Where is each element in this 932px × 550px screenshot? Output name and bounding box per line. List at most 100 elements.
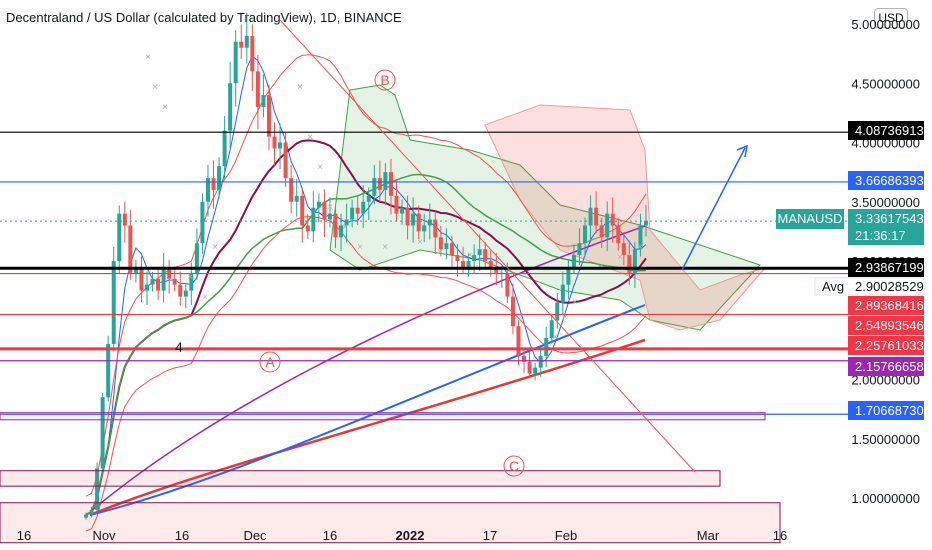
candle-body xyxy=(84,514,88,518)
current-price-tag xyxy=(848,209,924,245)
candle-body xyxy=(449,243,454,256)
price-tag xyxy=(848,171,924,190)
symbol-label: MANAUSD xyxy=(777,211,842,226)
x-tick-label: 16 xyxy=(175,528,189,543)
sar-dot: × xyxy=(552,332,558,343)
candle-body xyxy=(311,207,316,232)
candle-body xyxy=(594,207,599,226)
avg-price-label: 2.90028529 xyxy=(855,279,924,294)
x-tick-label: Nov xyxy=(92,528,116,543)
candle-body xyxy=(194,243,199,273)
candle-body xyxy=(211,178,216,190)
zone-rect xyxy=(0,470,721,487)
price-tag-label: 3.66686393 xyxy=(855,173,924,188)
candle-body xyxy=(250,35,255,72)
price-tag-label: 2.89368416 xyxy=(855,298,924,313)
candle-body xyxy=(583,225,588,244)
candle-body xyxy=(433,219,438,238)
candle-body xyxy=(89,509,94,515)
avg-name: Avg xyxy=(822,279,844,294)
candle-body xyxy=(627,255,632,273)
candle-body xyxy=(483,249,488,261)
candle-body xyxy=(555,302,560,321)
x-tick-label: 2022 xyxy=(396,528,425,543)
bb-upper-line xyxy=(85,54,647,497)
y-tick-label: 1.00000000 xyxy=(851,491,920,506)
ma-slow-line xyxy=(85,173,647,516)
sar-dot: × xyxy=(637,242,643,253)
price-tag-label: 2.15766658 xyxy=(855,359,924,374)
candle-body xyxy=(205,178,210,202)
trendline xyxy=(279,19,696,473)
candle-body xyxy=(488,261,493,267)
candle-body xyxy=(510,296,515,327)
candle-body xyxy=(156,278,161,291)
wave-label-circle xyxy=(259,351,281,373)
candle-body xyxy=(266,95,271,137)
candle-body xyxy=(300,195,305,226)
candle-body xyxy=(289,178,294,202)
candle-body xyxy=(217,166,222,190)
candle-body xyxy=(644,220,648,226)
y-tick-label: 4.50000000 xyxy=(851,76,920,91)
zone-rect xyxy=(0,412,766,421)
candle-body xyxy=(372,178,377,196)
sar-dot: × xyxy=(307,132,313,143)
price-tag-label: 4.08736913 xyxy=(855,123,924,138)
x-tick-label: Mar xyxy=(697,528,720,543)
candle-body xyxy=(522,355,527,362)
candle-body xyxy=(228,83,233,131)
candle-body xyxy=(427,219,432,226)
candle-body xyxy=(117,213,122,261)
candle-body xyxy=(477,249,482,256)
sar-dot: × xyxy=(382,242,388,253)
sar-dot: × xyxy=(162,102,168,113)
sar-dot: × xyxy=(562,312,568,323)
y-tick-label: 3.50000000 xyxy=(851,195,920,210)
candle-body xyxy=(538,355,543,368)
ma-100-line xyxy=(89,225,646,513)
candle-body xyxy=(405,207,410,226)
price-tag xyxy=(848,296,924,315)
candle-body xyxy=(605,213,610,238)
candle-body xyxy=(355,207,360,214)
sar-dot: × xyxy=(342,222,348,233)
candle-body xyxy=(416,213,421,232)
candle-body xyxy=(178,284,183,297)
candle-body xyxy=(438,237,443,250)
candle-body xyxy=(361,201,366,214)
wave-label: B xyxy=(380,72,389,88)
candle-body xyxy=(150,278,155,285)
sar-dot: × xyxy=(327,202,333,213)
candle-body xyxy=(383,172,388,190)
candle-body xyxy=(172,278,177,285)
candle-body xyxy=(505,272,510,297)
candle-body xyxy=(305,225,310,232)
price-tag-label: 2.54893546 xyxy=(855,318,924,333)
avg-tag xyxy=(814,277,925,296)
sar-dot: × xyxy=(437,247,443,258)
candle-body xyxy=(222,130,227,167)
candle-body xyxy=(272,136,277,149)
candle-body xyxy=(366,195,371,202)
sar-dot: × xyxy=(152,82,158,93)
sar-dot: × xyxy=(317,162,323,173)
current-price-label: 3.33617543 xyxy=(855,211,924,226)
candle-body xyxy=(466,261,471,267)
currency-button[interactable]: USD xyxy=(874,8,908,28)
candle-body xyxy=(111,261,116,344)
candle-body xyxy=(461,261,466,267)
candle-body xyxy=(255,71,260,107)
candle-body xyxy=(566,266,571,285)
candle-body xyxy=(294,195,299,202)
candle-body xyxy=(128,225,133,273)
candle-body xyxy=(233,41,238,84)
x-tick-label: Dec xyxy=(243,528,267,543)
candle-body xyxy=(444,243,449,250)
price-tag xyxy=(848,316,924,335)
candle-body xyxy=(316,201,321,208)
sar-dot: × xyxy=(572,297,578,308)
candle-body xyxy=(494,266,499,273)
candle-body xyxy=(122,213,127,226)
